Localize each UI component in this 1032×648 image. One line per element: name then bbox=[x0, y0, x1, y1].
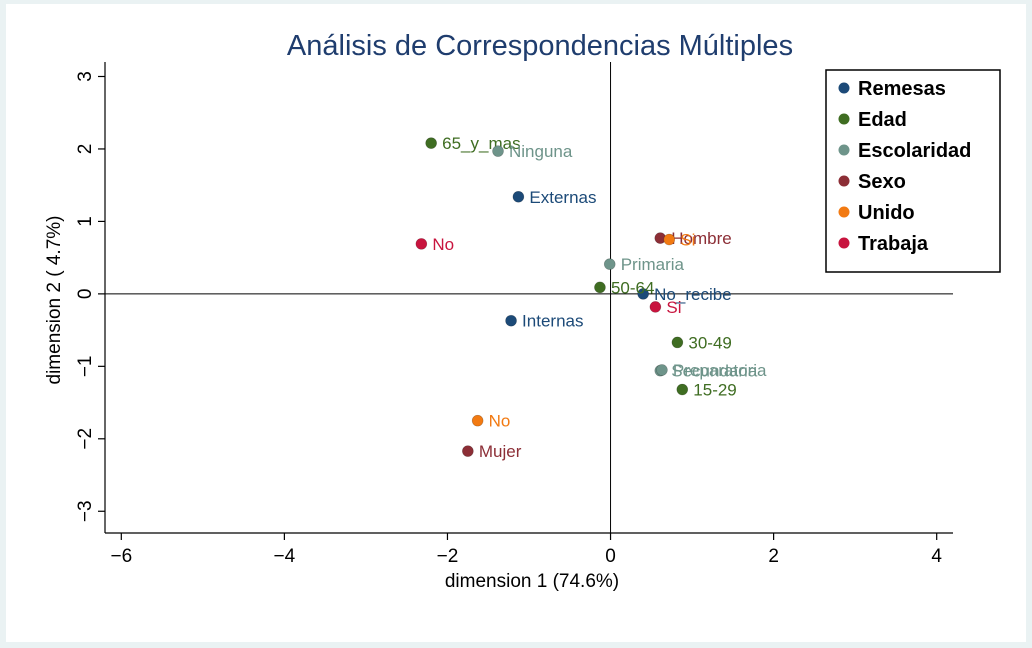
data-point bbox=[415, 238, 428, 250]
x-tick-label: −2 bbox=[437, 546, 459, 567]
legend-label: Trabaja bbox=[858, 233, 929, 255]
data-point bbox=[649, 301, 662, 313]
data-point bbox=[671, 336, 684, 349]
data-point-label: Si bbox=[680, 231, 695, 250]
y-tick-label: 1 bbox=[75, 216, 96, 227]
x-tick-label: 4 bbox=[931, 546, 942, 567]
data-point-label: 50-64 bbox=[611, 278, 654, 297]
data-point-label: Mujer bbox=[479, 442, 522, 461]
legend-label: Unido bbox=[858, 202, 915, 224]
y-tick-label: 0 bbox=[75, 289, 96, 300]
data-point bbox=[492, 145, 504, 157]
data-point bbox=[505, 314, 517, 327]
x-tick-label: 2 bbox=[768, 546, 779, 567]
data-point bbox=[663, 233, 676, 246]
data-point-label: 30-49 bbox=[688, 333, 731, 352]
x-tick-label: −4 bbox=[274, 546, 296, 567]
x-tick-label: −6 bbox=[110, 546, 132, 567]
x-axis-label: dimension 1 (74.6%) bbox=[445, 571, 619, 592]
y-tick-label: −3 bbox=[75, 500, 96, 522]
legend-label: Remesas bbox=[858, 78, 946, 100]
data-point bbox=[462, 445, 474, 457]
data-point-label: No_recibe bbox=[654, 285, 732, 304]
data-point bbox=[603, 258, 616, 270]
legend-label: Escolaridad bbox=[858, 140, 971, 162]
data-point bbox=[676, 383, 689, 396]
legend-marker bbox=[838, 144, 850, 156]
data-point-label: Internas bbox=[522, 312, 583, 331]
data-point-label: 15-29 bbox=[693, 381, 736, 400]
data-point-label: No bbox=[432, 235, 454, 254]
legend-box bbox=[825, 69, 1001, 273]
data-point-label: Preparatoria bbox=[673, 361, 767, 380]
data-point bbox=[637, 288, 649, 300]
legend-marker bbox=[838, 113, 850, 125]
data-point-label: Hombre bbox=[671, 229, 731, 248]
y-tick-label: 3 bbox=[75, 71, 96, 82]
chart-title: Análisis de Correspondencias Múltiples bbox=[287, 30, 793, 62]
data-point-label: Secundaria bbox=[671, 362, 758, 381]
legend-label: Sexo bbox=[858, 171, 906, 193]
legend: Remesas Edad Escolaridad Sexo Unido Trabaja bbox=[825, 69, 1001, 273]
legend-marker bbox=[838, 82, 850, 94]
y-tick-label: −1 bbox=[75, 356, 96, 378]
data-point-label: Ninguna bbox=[509, 142, 573, 161]
plot-area: −6 −4 −2 0 2 4 3 2 1 0 −1 −2 −3 Externas Internas No_re… bbox=[75, 62, 953, 567]
legend-label: Edad bbox=[858, 109, 907, 131]
data-point bbox=[512, 190, 525, 203]
data-point-label: Si bbox=[666, 298, 681, 317]
legend-marker bbox=[838, 206, 850, 218]
data-point-label: No bbox=[489, 412, 511, 431]
x-tick-label: 0 bbox=[605, 546, 616, 567]
data-point-label: Externas bbox=[529, 188, 596, 207]
y-tick-label: 2 bbox=[75, 144, 96, 155]
data-point bbox=[425, 137, 437, 149]
data-point bbox=[594, 281, 606, 294]
data-point-label: Primaria bbox=[621, 255, 685, 274]
data-point bbox=[656, 364, 668, 376]
y-tick-label: −2 bbox=[75, 428, 96, 450]
data-point bbox=[471, 414, 484, 427]
legend-marker bbox=[838, 175, 850, 187]
legend-marker bbox=[838, 237, 850, 249]
y-axis-label: dimension 2 ( 4.7%) bbox=[44, 216, 65, 385]
